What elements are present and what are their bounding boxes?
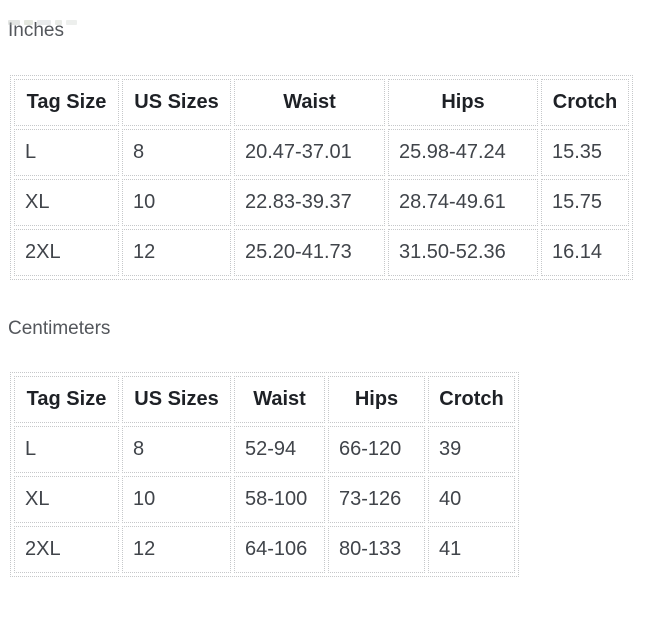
table-cell: 15.35	[541, 129, 629, 176]
header-cell: US Sizes	[122, 79, 231, 126]
table-cell: 2XL	[14, 526, 119, 573]
table-cell: 25.20-41.73	[234, 229, 385, 276]
table-row: L 8 52-94 66-120 39	[14, 426, 515, 473]
table-cell: 40	[428, 476, 515, 523]
table-row: XL 10 58-100 73-126 40	[14, 476, 515, 523]
header-cell: Hips	[388, 79, 538, 126]
size-chart-section-inches: Inches Tag Size US Sizes Waist Hips Crotch L 8…	[0, 20, 666, 280]
table-cell: 31.50-52.36	[388, 229, 538, 276]
table-cell: 2XL	[14, 229, 119, 276]
table-cell: 58-100	[234, 476, 325, 523]
header-cell: Waist	[234, 79, 385, 126]
header-row: Tag Size US Sizes Waist Hips Crotch	[14, 376, 515, 423]
section-title-inches: Inches	[8, 20, 64, 41]
table-cell: XL	[14, 476, 119, 523]
table-cell: 22.83-39.37	[234, 179, 385, 226]
table-cell: 28.74-49.61	[388, 179, 538, 226]
centimeters-size-table: Tag Size US Sizes Waist Hips Crotch L 8 52-94 66…	[10, 372, 519, 577]
table-cell: 8	[122, 129, 231, 176]
table-cell: L	[14, 426, 119, 473]
table-row: XL 10 22.83-39.37 28.74-49.61 15.75	[14, 179, 629, 226]
table-cell: 16.14	[541, 229, 629, 276]
header-cell: Hips	[328, 376, 425, 423]
section-title-centimeters: Centimeters	[8, 318, 111, 339]
table-cell: 10	[122, 179, 231, 226]
table-cell: 8	[122, 426, 231, 473]
table-cell: 15.75	[541, 179, 629, 226]
table-cell: XL	[14, 179, 119, 226]
header-cell: Tag Size	[14, 376, 119, 423]
table-row: 2XL 12 64-106 80-133 41	[14, 526, 515, 573]
cropped-text-remnant	[8, 20, 118, 25]
inches-size-table: Tag Size US Sizes Waist Hips Crotch L 8 20.47-3…	[10, 75, 633, 280]
table-cell: 52-94	[234, 426, 325, 473]
table-cell: 80-133	[328, 526, 425, 573]
table-cell: 12	[122, 229, 231, 276]
header-row: Tag Size US Sizes Waist Hips Crotch	[14, 79, 629, 126]
header-cell: US Sizes	[122, 376, 231, 423]
header-cell: Tag Size	[14, 79, 119, 126]
size-chart-section-centimeters: Centimeters Tag Size US Sizes Waist Hips Cro…	[0, 318, 666, 577]
table-cell: 20.47-37.01	[234, 129, 385, 176]
table-row: 2XL 12 25.20-41.73 31.50-52.36 16.14	[14, 229, 629, 276]
table-row: L 8 20.47-37.01 25.98-47.24 15.35	[14, 129, 629, 176]
table-cell: 39	[428, 426, 515, 473]
table-cell: 66-120	[328, 426, 425, 473]
table-cell: 10	[122, 476, 231, 523]
table-cell: 12	[122, 526, 231, 573]
table-cell: 41	[428, 526, 515, 573]
table-cell: 25.98-47.24	[388, 129, 538, 176]
table-cell: L	[14, 129, 119, 176]
table-cell: 73-126	[328, 476, 425, 523]
header-cell: Crotch	[541, 79, 629, 126]
header-cell: Crotch	[428, 376, 515, 423]
table-cell: 64-106	[234, 526, 325, 573]
header-cell: Waist	[234, 376, 325, 423]
